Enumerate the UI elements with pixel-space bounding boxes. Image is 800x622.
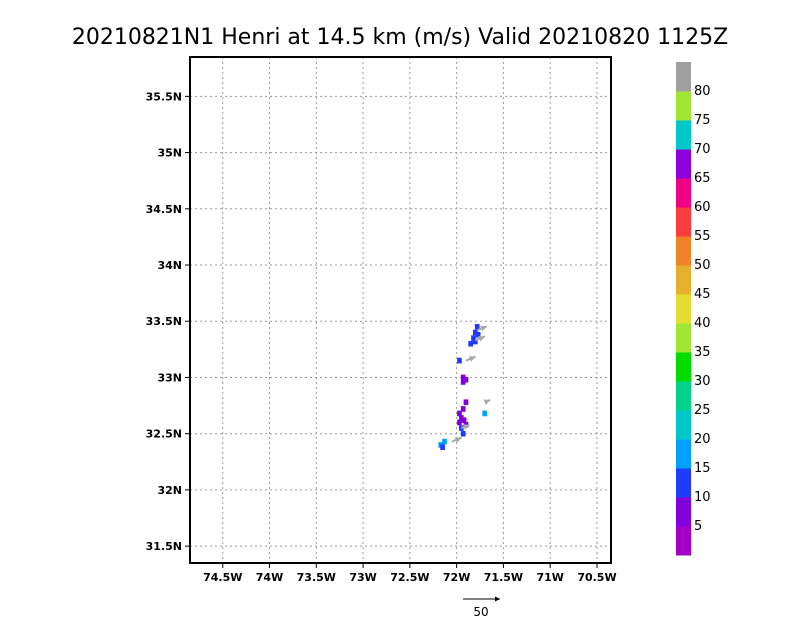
x-tick-label: 74.5W (203, 571, 242, 584)
colorbar-label: 5 (694, 519, 702, 534)
colorbar-label: 35 (694, 345, 711, 360)
vector-reference-label: 50 (473, 605, 488, 618)
colorbar-label: 80 (694, 84, 711, 99)
data-cell (460, 374, 466, 381)
data-cell (473, 338, 478, 345)
colorbar-segment (676, 62, 691, 92)
x-tick-label: 71W (536, 571, 563, 584)
y-tick-label: 34N (157, 259, 182, 272)
data-cell (440, 444, 445, 450)
data-cell (460, 379, 466, 385)
colorbar-segment (676, 236, 691, 266)
y-tick-label: 33.5N (146, 315, 182, 328)
x-tick-label: 72.5W (390, 571, 429, 584)
y-tick-label: 32N (157, 484, 182, 497)
wind-vector-head (478, 335, 485, 342)
colorbar: 5 10 15 20 25 30 35 40 45 50 55 60 65 70 75 80 (676, 62, 711, 556)
colorbar-label: 50 (694, 258, 711, 273)
y-tick-label: 31.5N (146, 540, 182, 553)
colorbar-segment (676, 207, 691, 237)
vector-reference-arrowhead (495, 596, 500, 602)
x-tick-label: 72W (443, 571, 470, 584)
y-tick-label: 35.5N (146, 90, 182, 103)
colorbar-label: 10 (694, 490, 711, 505)
colorbar-segment (676, 294, 691, 324)
data-cell (460, 406, 466, 412)
wind-vector-head (468, 356, 476, 362)
colorbar-label: 30 (694, 374, 711, 389)
data-cell (457, 357, 462, 364)
colorbar-segment (676, 323, 691, 353)
data-cell (475, 331, 481, 338)
data-cell (474, 324, 480, 330)
data-cell (461, 417, 467, 424)
colorbar-label: 25 (694, 403, 711, 418)
chart-title: 20210821N1 Henri at 14.5 km (m/s) Valid … (72, 25, 728, 50)
data-cell (442, 438, 447, 445)
grid-layer (190, 57, 611, 563)
y-tick-label: 35N (157, 147, 182, 160)
colorbar-segment (676, 178, 691, 208)
wind-vector-head (462, 424, 470, 430)
wind-vector-head (480, 325, 487, 332)
colorbar-label: 45 (694, 287, 711, 302)
plot-frame (189, 56, 612, 564)
colorbar-label: 15 (694, 461, 711, 476)
colorbar-label: 55 (694, 229, 711, 244)
colorbar-label: 20 (694, 432, 711, 447)
data-cells-layer (438, 324, 488, 450)
data-cell (468, 340, 474, 347)
wind-vector-head (454, 437, 462, 443)
data-cell (473, 329, 478, 336)
x-tick-label: 71.5W (484, 571, 523, 584)
y-tick-label: 32.5N (146, 428, 182, 441)
x-tick-label: 73.5W (297, 571, 336, 584)
wind-vectors-layer (451, 325, 491, 443)
colorbar-segment (676, 410, 691, 440)
colorbar-segment (676, 149, 691, 179)
colorbar-segment (676, 497, 691, 527)
x-tick-label: 73W (349, 571, 376, 584)
y-tick-label: 34.5N (146, 203, 182, 216)
data-cell (457, 419, 462, 426)
tick-labels-layer: 74.5W 74W 73.5W 73W 72.5W 72W 71.5W 71W 70.5W 31.… (146, 90, 617, 584)
colorbar-segment (676, 91, 691, 121)
colorbar-label: 40 (694, 316, 711, 331)
colorbar-segment (676, 526, 691, 556)
colorbar-segment (676, 468, 691, 498)
colorbar-label: 60 (694, 200, 711, 215)
colorbar-segment (676, 352, 691, 382)
data-cell (457, 410, 462, 417)
colorbar-segment (676, 265, 691, 295)
vector-reference: 50 (463, 596, 500, 619)
colorbar-label: 70 (694, 142, 711, 157)
data-cell (463, 376, 469, 383)
x-tick-label: 74W (256, 571, 283, 584)
x-tick-label: 70.5W (577, 571, 616, 584)
colorbar-label: 65 (694, 171, 711, 186)
data-cell (482, 410, 488, 417)
colorbar-segment (676, 439, 691, 469)
data-cell (460, 430, 466, 437)
colorbar-segment (676, 120, 691, 150)
colorbar-label: 75 (694, 113, 711, 128)
data-cell (463, 399, 469, 406)
y-tick-label: 33N (157, 371, 182, 384)
data-cell (458, 415, 464, 421)
colorbar-segment (676, 381, 691, 411)
wind-vector-head (483, 399, 491, 406)
data-cell (471, 335, 476, 341)
